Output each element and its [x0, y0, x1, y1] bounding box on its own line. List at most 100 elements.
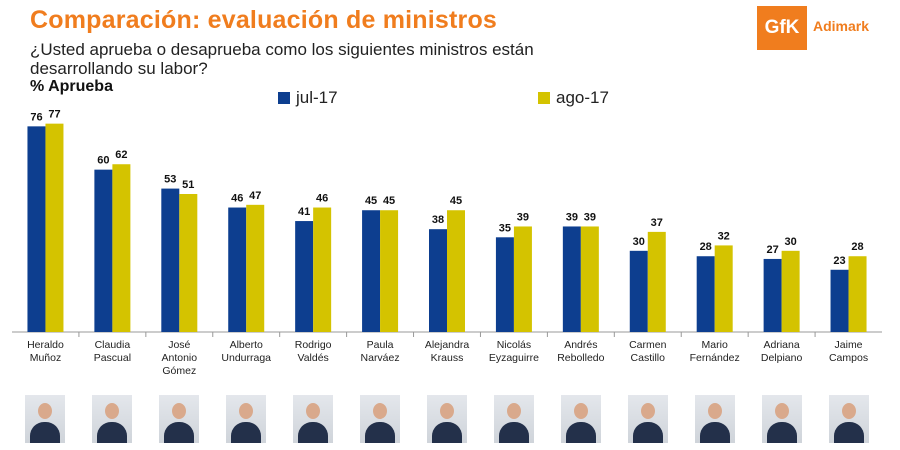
bar-series-1: [696, 256, 715, 332]
data-label-series-1: 76: [30, 111, 42, 123]
portrait-body: [30, 422, 61, 443]
data-label-series-2: 32: [718, 230, 730, 242]
portrait-head: [506, 403, 521, 419]
x-tick-label: Alberto Undurraga: [221, 339, 271, 364]
minister-photo: [627, 395, 668, 443]
x-tick-label-line: Rodrigo: [295, 339, 332, 351]
x-tick-label-line: José: [168, 339, 190, 351]
data-label-series-1: 60: [97, 155, 109, 167]
question-subtitle: ¿Usted aprueba o desaprueba como los sig…: [30, 40, 534, 78]
data-label-series-1: 45: [365, 195, 377, 207]
x-tick-label: Alejandra Krauss: [425, 339, 470, 364]
portrait-body: [699, 422, 730, 443]
bar-series-1: [228, 207, 247, 332]
legend-label-series-2: ago-17: [556, 88, 609, 107]
portrait-head: [841, 403, 856, 419]
data-label-series-2: 62: [115, 149, 127, 161]
portrait-head: [38, 403, 53, 419]
x-tick-label: Paula Narváez: [361, 339, 400, 364]
portrait-body: [432, 422, 462, 443]
portrait-body: [97, 422, 128, 443]
x-tick-label: Andrés Rebolledo: [557, 339, 604, 364]
portrait-body: [298, 422, 329, 443]
gfk-adimark-logo: GfK Adimark: [757, 6, 885, 50]
data-label-series-1: 38: [432, 214, 444, 226]
legend-item-series-1: jul-17: [278, 88, 338, 108]
minister-photo: [360, 395, 401, 443]
bar-series-1: [429, 229, 447, 332]
x-tick-label-line: Nicolás: [497, 339, 531, 351]
portrait-head: [640, 403, 655, 419]
bar-series-1: [629, 250, 648, 332]
gfk-logo-mark: GfK: [757, 6, 807, 50]
bar-series-2: [313, 207, 332, 332]
portrait-head: [373, 403, 388, 419]
minister-photo: [226, 395, 267, 443]
bar-series-2: [45, 123, 64, 332]
minister-photo: [828, 395, 869, 443]
x-tick-label: Carmen Castillo: [629, 339, 667, 364]
x-tick-label-line: Muñoz: [30, 352, 62, 364]
metric-label: % Aprueba: [30, 78, 113, 95]
x-tick-label-line: Delpiano: [761, 352, 803, 364]
x-tick-label-line: Rebolledo: [557, 352, 604, 364]
portrait-body: [565, 422, 596, 443]
bar-series-2: [781, 250, 800, 332]
minister-photo: [493, 395, 534, 443]
x-tick-label-line: Andrés: [564, 339, 597, 351]
bar-series-2: [447, 210, 465, 332]
x-tick-label-line: Claudia: [95, 339, 131, 351]
bar-series-1: [562, 226, 581, 332]
bar-series-2: [580, 226, 599, 332]
x-tick-label-line: Eyzaguirre: [489, 352, 539, 364]
data-label-series-2: 77: [48, 109, 60, 121]
data-label-series-2: 39: [584, 211, 596, 223]
adimark-logo-text: Adimark: [813, 18, 870, 34]
x-tick-label-line: Castillo: [631, 352, 666, 364]
minister-photo: [761, 395, 802, 443]
bar-series-1: [362, 210, 381, 332]
data-label-series-2: 39: [517, 211, 529, 223]
x-tick-label: José Antonio Gómez: [161, 339, 197, 377]
portrait-head: [172, 403, 187, 419]
data-label-series-2: 47: [249, 190, 261, 202]
x-tick-label-line: Adriana: [764, 339, 800, 351]
portrait-body: [632, 422, 663, 443]
x-tick-label-line: Gómez: [162, 365, 196, 377]
portrait-body: [164, 422, 195, 443]
bar-series-2: [179, 194, 198, 332]
portrait-body: [833, 422, 864, 443]
x-tick-label-line: Antonio: [161, 352, 197, 364]
page-title: Comparación: evaluación de ministros: [30, 6, 498, 34]
x-tick-label: Jaime Campos: [829, 339, 868, 364]
bar-series-1: [27, 126, 46, 333]
data-label-series-2: 45: [450, 195, 462, 207]
x-tick-label: Claudia Pascual: [94, 339, 131, 364]
data-label-series-2: 45: [383, 195, 395, 207]
bar-series-1: [830, 269, 849, 332]
minister-photo: [92, 395, 133, 443]
portrait-body: [365, 422, 396, 443]
x-tick-label-line: Jaime: [835, 339, 863, 351]
x-tick-label-line: Heraldo: [27, 339, 64, 351]
x-tick-label-line: Undurraga: [221, 352, 271, 364]
portrait-head: [573, 403, 588, 419]
x-tick-label-line: Mario: [702, 339, 728, 351]
data-label-series-1: 41: [298, 206, 310, 218]
minister-photo: [694, 395, 735, 443]
data-label-series-1: 39: [566, 211, 578, 223]
portrait-body: [498, 422, 529, 443]
x-tick-label: Nicolás Eyzaguirre: [489, 339, 539, 364]
legend-swatch-series-2: [538, 92, 550, 104]
data-label-series-1: 27: [766, 244, 778, 256]
portrait-body: [766, 422, 797, 443]
bar-series-2: [246, 204, 265, 332]
portrait-body: [231, 422, 262, 443]
minister-photo: [159, 395, 200, 443]
data-label-series-1: 35: [499, 222, 511, 234]
data-label-series-1: 30: [633, 236, 645, 248]
bar-series-1: [763, 258, 782, 332]
portrait-head: [239, 403, 254, 419]
legend-item-series-2: ago-17: [538, 88, 609, 108]
